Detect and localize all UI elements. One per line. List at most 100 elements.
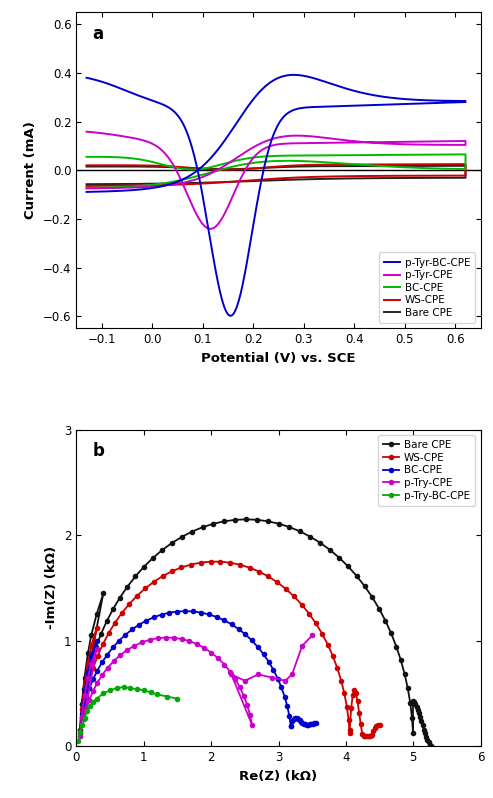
p-Try-CPE (86, 695, 92, 705)
Bare CPE (353, 571, 359, 581)
Bare CPE (84, 180, 90, 189)
Line: p-Tyr-BC-CPE: p-Tyr-BC-CPE (87, 75, 465, 316)
p-Try-CPE (88, 659, 94, 669)
p-Tyr-CPE (208, 224, 213, 234)
p-Try-CPE (155, 634, 161, 643)
p-Try-CPE (227, 667, 233, 677)
WS-CPE (390, 171, 396, 180)
WS-CPE (250, 164, 256, 173)
Line: BC-CPE: BC-CPE (77, 608, 318, 738)
Bare CPE (85, 670, 91, 680)
p-Try-CPE (186, 636, 192, 646)
p-Try-CPE (282, 676, 288, 685)
p-Try-BC-CPE (127, 683, 133, 693)
p-Tyr-CPE (84, 127, 90, 136)
WS-CPE (265, 571, 271, 581)
p-Try-CPE (94, 644, 100, 654)
Y-axis label: -Im(Z) (kΩ): -Im(Z) (kΩ) (45, 547, 59, 630)
p-Try-BC-CPE (134, 685, 140, 694)
p-Try-BC-CPE (147, 688, 153, 697)
p-Tyr-BC-CPE (250, 223, 256, 232)
WS-CPE (256, 567, 262, 576)
Y-axis label: Current (mA): Current (mA) (25, 121, 37, 219)
p-Tyr-CPE (321, 138, 327, 148)
BC-CPE (302, 720, 308, 729)
p-Tyr-BC-CPE (291, 70, 297, 80)
p-Try-CPE (242, 676, 248, 685)
p-Try-CPE (245, 701, 250, 710)
BC-CPE (320, 151, 326, 160)
Bare CPE (84, 162, 90, 172)
Line: Bare CPE: Bare CPE (87, 166, 465, 184)
p-Try-CPE (309, 630, 315, 640)
p-Try-CPE (77, 731, 83, 741)
WS-CPE (94, 623, 100, 633)
p-Try-CPE (105, 663, 111, 673)
p-Try-CPE (232, 674, 238, 684)
p-Try-BC-CPE (107, 685, 113, 695)
Line: p-Tyr-CPE: p-Tyr-CPE (87, 132, 465, 229)
Bare CPE (161, 179, 167, 188)
BC-CPE (77, 731, 83, 741)
p-Try-BC-CPE (77, 728, 83, 737)
Bare CPE (418, 173, 423, 183)
X-axis label: Re(Z) (kΩ): Re(Z) (kΩ) (240, 769, 317, 783)
p-Try-CPE (178, 634, 184, 644)
Line: WS-CPE: WS-CPE (77, 559, 383, 738)
BC-CPE (182, 606, 188, 616)
Bare CPE (420, 721, 425, 730)
BC-CPE (161, 179, 167, 188)
WS-CPE (161, 180, 167, 190)
p-Tyr-CPE (84, 184, 90, 193)
WS-CPE (208, 557, 213, 567)
p-Try-BC-CPE (94, 694, 100, 704)
p-Try-CPE (132, 641, 138, 650)
Bare CPE (250, 164, 256, 173)
p-Tyr-CPE (250, 152, 256, 162)
p-Tyr-BC-CPE (84, 187, 90, 196)
WS-CPE (462, 160, 468, 169)
p-Try-CPE (237, 682, 243, 692)
p-Try-CPE (215, 654, 221, 663)
p-Try-CPE (124, 646, 130, 655)
p-Tyr-BC-CPE (84, 73, 90, 82)
p-Try-CPE (247, 710, 253, 720)
p-Try-CPE (81, 714, 87, 724)
Bare CPE (125, 582, 131, 591)
p-Try-CPE (241, 691, 247, 701)
p-Try-BC-CPE (79, 721, 85, 730)
p-Try-BC-CPE (81, 713, 87, 722)
BC-CPE (236, 624, 242, 634)
BC-CPE (462, 149, 468, 159)
p-Try-CPE (221, 660, 227, 670)
Bare CPE (390, 173, 396, 183)
p-Tyr-BC-CPE (161, 181, 167, 191)
p-Try-BC-CPE (114, 683, 120, 693)
Text: a: a (93, 25, 104, 42)
p-Try-CPE (111, 656, 117, 666)
p-Try-BC-CPE (87, 701, 93, 711)
BC-CPE (275, 674, 281, 683)
p-Tyr-CPE (237, 176, 243, 185)
Text: b: b (93, 442, 105, 460)
p-Try-CPE (194, 639, 200, 649)
p-Tyr-CPE (161, 181, 167, 191)
p-Tyr-BC-CPE (228, 311, 234, 321)
WS-CPE (134, 591, 140, 601)
p-Try-BC-CPE (90, 697, 96, 706)
p-Tyr-BC-CPE (320, 102, 326, 112)
Line: Bare CPE: Bare CPE (77, 516, 436, 751)
p-Try-BC-CPE (154, 689, 160, 699)
WS-CPE (418, 171, 423, 180)
p-Try-CPE (171, 633, 176, 642)
WS-CPE (84, 160, 90, 170)
Bare CPE (236, 164, 242, 174)
Bare CPE (462, 161, 468, 171)
p-Try-CPE (209, 648, 214, 658)
BC-CPE (418, 163, 423, 172)
BC-CPE (250, 152, 256, 162)
X-axis label: Potential (V) vs. SCE: Potential (V) vs. SCE (201, 352, 356, 365)
p-Try-CPE (81, 691, 87, 701)
p-Tyr-CPE (418, 140, 423, 149)
WS-CPE (361, 731, 367, 741)
